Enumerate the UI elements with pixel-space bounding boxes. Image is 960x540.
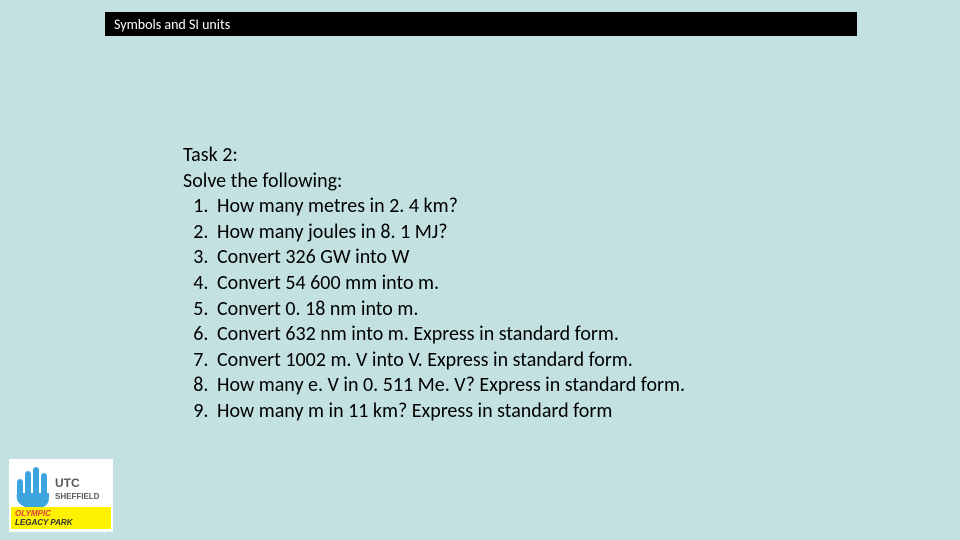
logo-text-olympic: OLYMPIC [15, 509, 51, 518]
task-subtitle: Solve the following: [183, 169, 823, 195]
logo-text-sheffield: SHEFFIELD [55, 492, 100, 501]
logo-text-legacy-park: LEGACY PARK [15, 518, 74, 527]
list-item: Convert 632 nm into m. Express in standa… [213, 322, 823, 348]
logo-text-utc: UTC [55, 476, 80, 490]
list-item: How many joules in 8. 1 MJ? [213, 220, 823, 246]
task-title: Task 2: [183, 143, 823, 169]
list-item: How many metres in 2. 4 km? [213, 194, 823, 220]
logo-icon: UTC SHEFFIELD OLYMPIC LEGACY PARK [9, 459, 113, 532]
header-title: Symbols and SI units [114, 16, 230, 33]
list-item: Convert 1002 m. V into V. Express in sta… [213, 348, 823, 374]
list-item: How many m in 11 km? Express in standard… [213, 399, 823, 425]
task-list: How many metres in 2. 4 km? How many jou… [183, 194, 823, 424]
header-bar: Symbols and SI units [105, 12, 857, 36]
logo-utc-sheffield-olympic-legacy-park: UTC SHEFFIELD OLYMPIC LEGACY PARK [9, 459, 113, 532]
list-item: Convert 0. 18 nm into m. [213, 297, 823, 323]
list-item: Convert 326 GW into W [213, 245, 823, 271]
task-content: Task 2: Solve the following: How many me… [183, 143, 823, 425]
list-item: Convert 54 600 mm into m. [213, 271, 823, 297]
list-item: How many e. V in 0. 511 Me. V? Express i… [213, 373, 823, 399]
